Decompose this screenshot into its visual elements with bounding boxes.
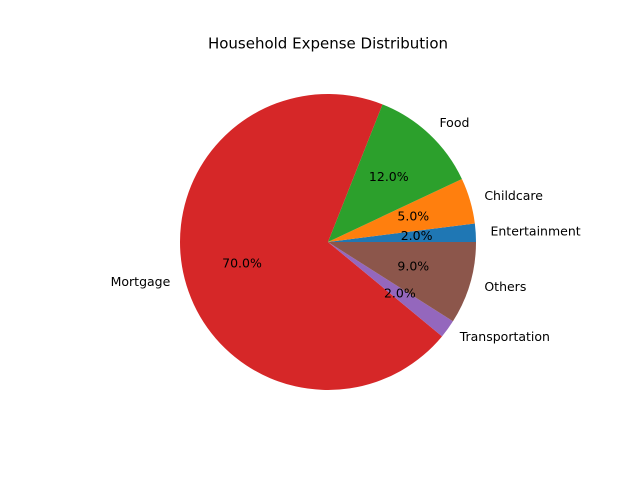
chart-title: Household Expense Distribution xyxy=(208,35,448,53)
slice-label: Mortgage xyxy=(111,274,171,289)
slice-label: Entertainment xyxy=(490,223,580,238)
slice-label: Others xyxy=(484,279,526,294)
pie-slice xyxy=(328,223,476,242)
percent-label: 12.0% xyxy=(369,169,409,184)
percent-label: 5.0% xyxy=(397,209,429,224)
pie-slice xyxy=(328,178,475,242)
pie-slice xyxy=(328,242,476,322)
pie-slice xyxy=(328,104,462,242)
pie-slice xyxy=(179,94,443,390)
pie-slice xyxy=(328,242,453,337)
slice-label: Food xyxy=(439,115,469,130)
slice-label: Transportation xyxy=(459,329,550,344)
percent-label: 9.0% xyxy=(397,258,429,273)
slice-label: Childcare xyxy=(484,188,543,203)
percent-label: 2.0% xyxy=(384,286,416,301)
percent-label: 70.0% xyxy=(222,256,262,271)
percent-label: 2.0% xyxy=(401,228,433,243)
